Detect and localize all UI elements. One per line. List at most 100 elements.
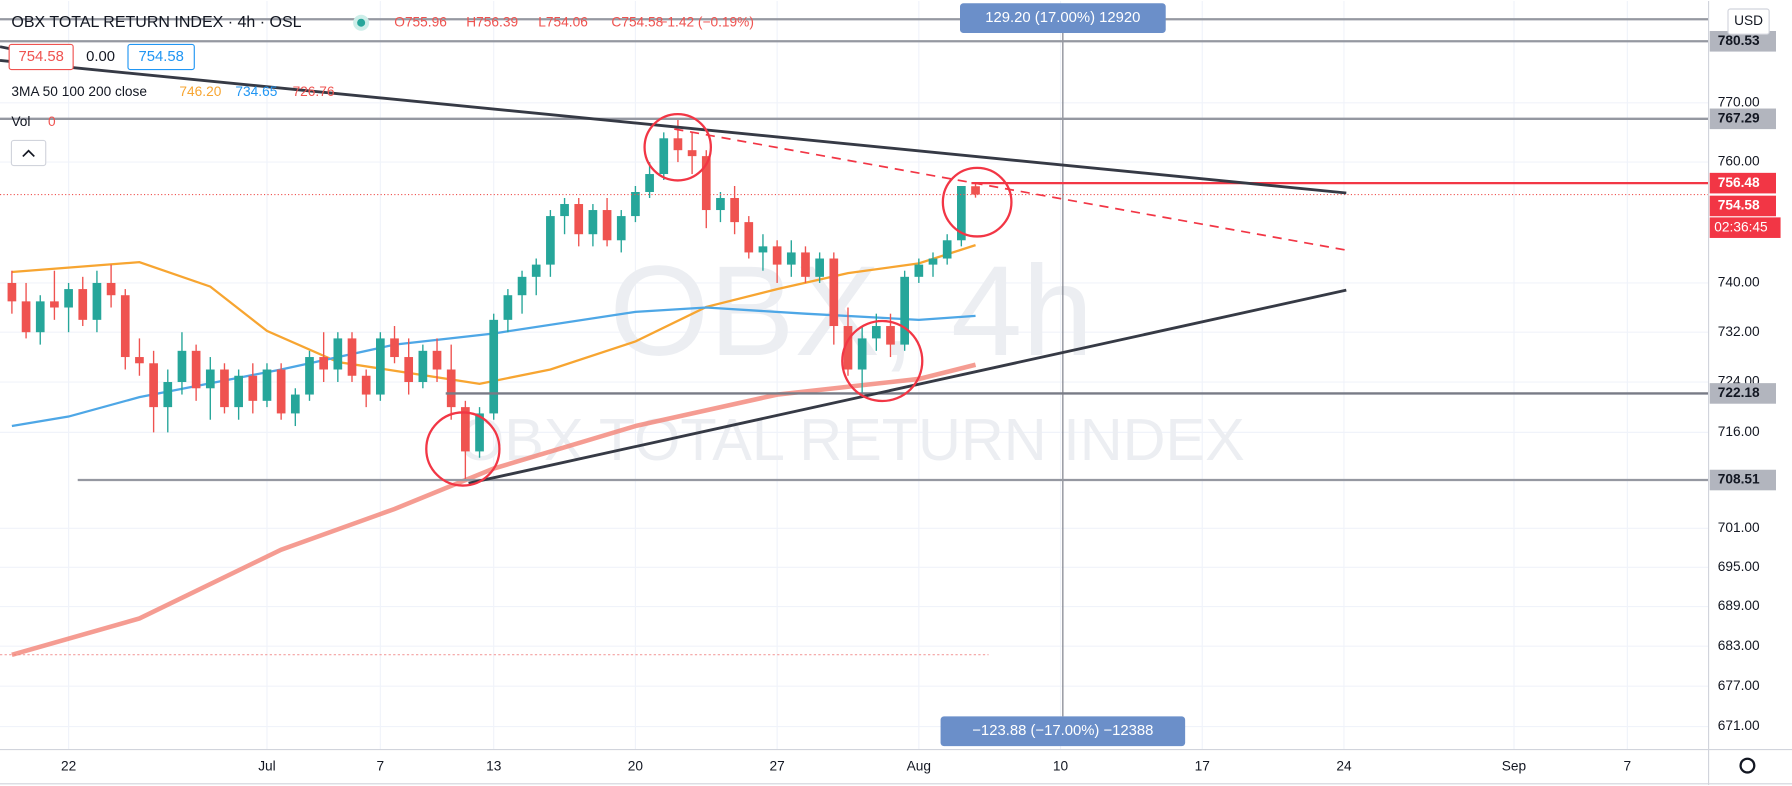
settings-gear[interactable]	[1739, 757, 1756, 774]
candle-body	[404, 357, 414, 383]
candle-body	[120, 295, 130, 358]
price-label-box	[1709, 383, 1776, 404]
candle-body	[461, 407, 470, 452]
candle-body	[772, 246, 782, 265]
candle-body	[21, 301, 31, 333]
x-tick-label: 13	[486, 758, 502, 773]
candle-body	[64, 289, 73, 308]
candle-body	[220, 369, 229, 408]
price-label-box	[1709, 31, 1776, 52]
y-tick-label: 732.00	[1718, 324, 1760, 339]
ohlc-close: C754.58	[611, 14, 663, 29]
candle-body	[687, 150, 697, 157]
candle-body	[376, 338, 385, 395]
x-tick-label: 17	[1195, 758, 1210, 773]
vol-label: Vol	[11, 114, 30, 129]
ohlc-low: L754.06	[538, 14, 588, 29]
time-axis	[0, 749, 1792, 785]
candle-body	[971, 186, 980, 195]
candle-body	[602, 210, 612, 241]
bid-box[interactable]	[8, 43, 74, 71]
candle-body	[546, 216, 555, 265]
candle-body	[631, 192, 640, 217]
ma-value: 746.20	[179, 84, 221, 99]
price-label: 722.18	[1718, 385, 1760, 400]
price-label-box	[1709, 172, 1776, 194]
candle-body	[645, 174, 654, 193]
countdown-box	[1709, 217, 1781, 238]
lower-trendline	[468, 288, 1347, 485]
candle-body	[262, 369, 272, 401]
candle-body	[418, 350, 428, 383]
price-label: 780.53	[1718, 33, 1760, 48]
y-tick-label: 740.00	[1718, 275, 1760, 290]
candle-body	[659, 138, 669, 175]
candle-body	[276, 369, 286, 414]
collapse-icon	[22, 149, 35, 158]
price-label-box	[1709, 469, 1776, 491]
x-tick-label: 20	[628, 758, 644, 773]
y-tick-label: 716.00	[1718, 424, 1760, 439]
candle-body	[928, 258, 938, 265]
x-tick-label: 24	[1336, 758, 1352, 773]
x-tick-label: Sep	[1502, 758, 1527, 773]
ohlc-open: O755.96	[394, 14, 447, 29]
candle-body	[673, 138, 683, 151]
candle-body	[248, 375, 258, 401]
candle-body	[333, 338, 343, 370]
candle-body	[531, 264, 541, 277]
settings-icon[interactable]	[1739, 757, 1756, 774]
candle-body	[588, 210, 598, 235]
indicator: 3MA 50 100 200 close	[11, 84, 147, 99]
ma-value: 726.76	[293, 84, 335, 99]
countdown: 02:36:45	[1714, 219, 1768, 234]
price-label-box	[1709, 195, 1776, 217]
candle-body	[744, 222, 754, 253]
status-dot	[357, 18, 366, 27]
candle-body	[191, 350, 201, 389]
candle-body	[234, 375, 243, 408]
candle-body	[815, 258, 824, 277]
candle-body	[758, 246, 768, 253]
currency-box[interactable]	[1727, 8, 1770, 35]
x-tick-label: 22	[61, 758, 76, 773]
price-label-box	[1709, 108, 1776, 130]
ohlc-high: H756.39	[466, 14, 518, 29]
candle-body	[106, 282, 116, 296]
circle	[841, 319, 924, 403]
candle-body	[900, 276, 910, 345]
candle-body	[390, 338, 399, 358]
ohlc-change: −1.42 (−0.19%)	[659, 14, 753, 29]
bid: 754.58	[18, 49, 63, 65]
candle-body	[560, 204, 569, 217]
ma-value: 734.65	[235, 84, 277, 99]
x-tick-label: 10	[1053, 758, 1069, 773]
candle-body	[503, 295, 513, 320]
candle-body	[574, 204, 584, 235]
candle-body	[730, 198, 739, 223]
ask-box[interactable]	[127, 43, 195, 71]
y-tick-label: 683.00	[1718, 638, 1760, 653]
candle-body	[857, 338, 867, 370]
candle-body	[50, 301, 59, 308]
watermark-name: OBX TOTAL RETURN INDEX	[458, 406, 1245, 473]
circle	[941, 166, 1013, 238]
x-tick-label: 7	[377, 758, 385, 773]
candle-body	[914, 264, 924, 277]
candle-body	[475, 413, 484, 452]
candle-body	[786, 252, 796, 265]
measure-box-down	[940, 716, 1186, 747]
circle	[425, 411, 501, 487]
y-tick-label: 760.00	[1718, 154, 1760, 169]
candle-body	[290, 394, 300, 414]
candle-body	[716, 198, 725, 211]
price-label: 708.51	[1718, 472, 1760, 487]
candle-body	[432, 350, 442, 370]
y-tick-label: 671.00	[1718, 718, 1760, 733]
y-tick-label: 695.00	[1718, 559, 1760, 574]
candle-body	[35, 301, 45, 333]
y-tick-label: 689.00	[1718, 598, 1760, 613]
upper-trendline	[0, 59, 1347, 195]
collapse-button[interactable]	[10, 139, 47, 167]
